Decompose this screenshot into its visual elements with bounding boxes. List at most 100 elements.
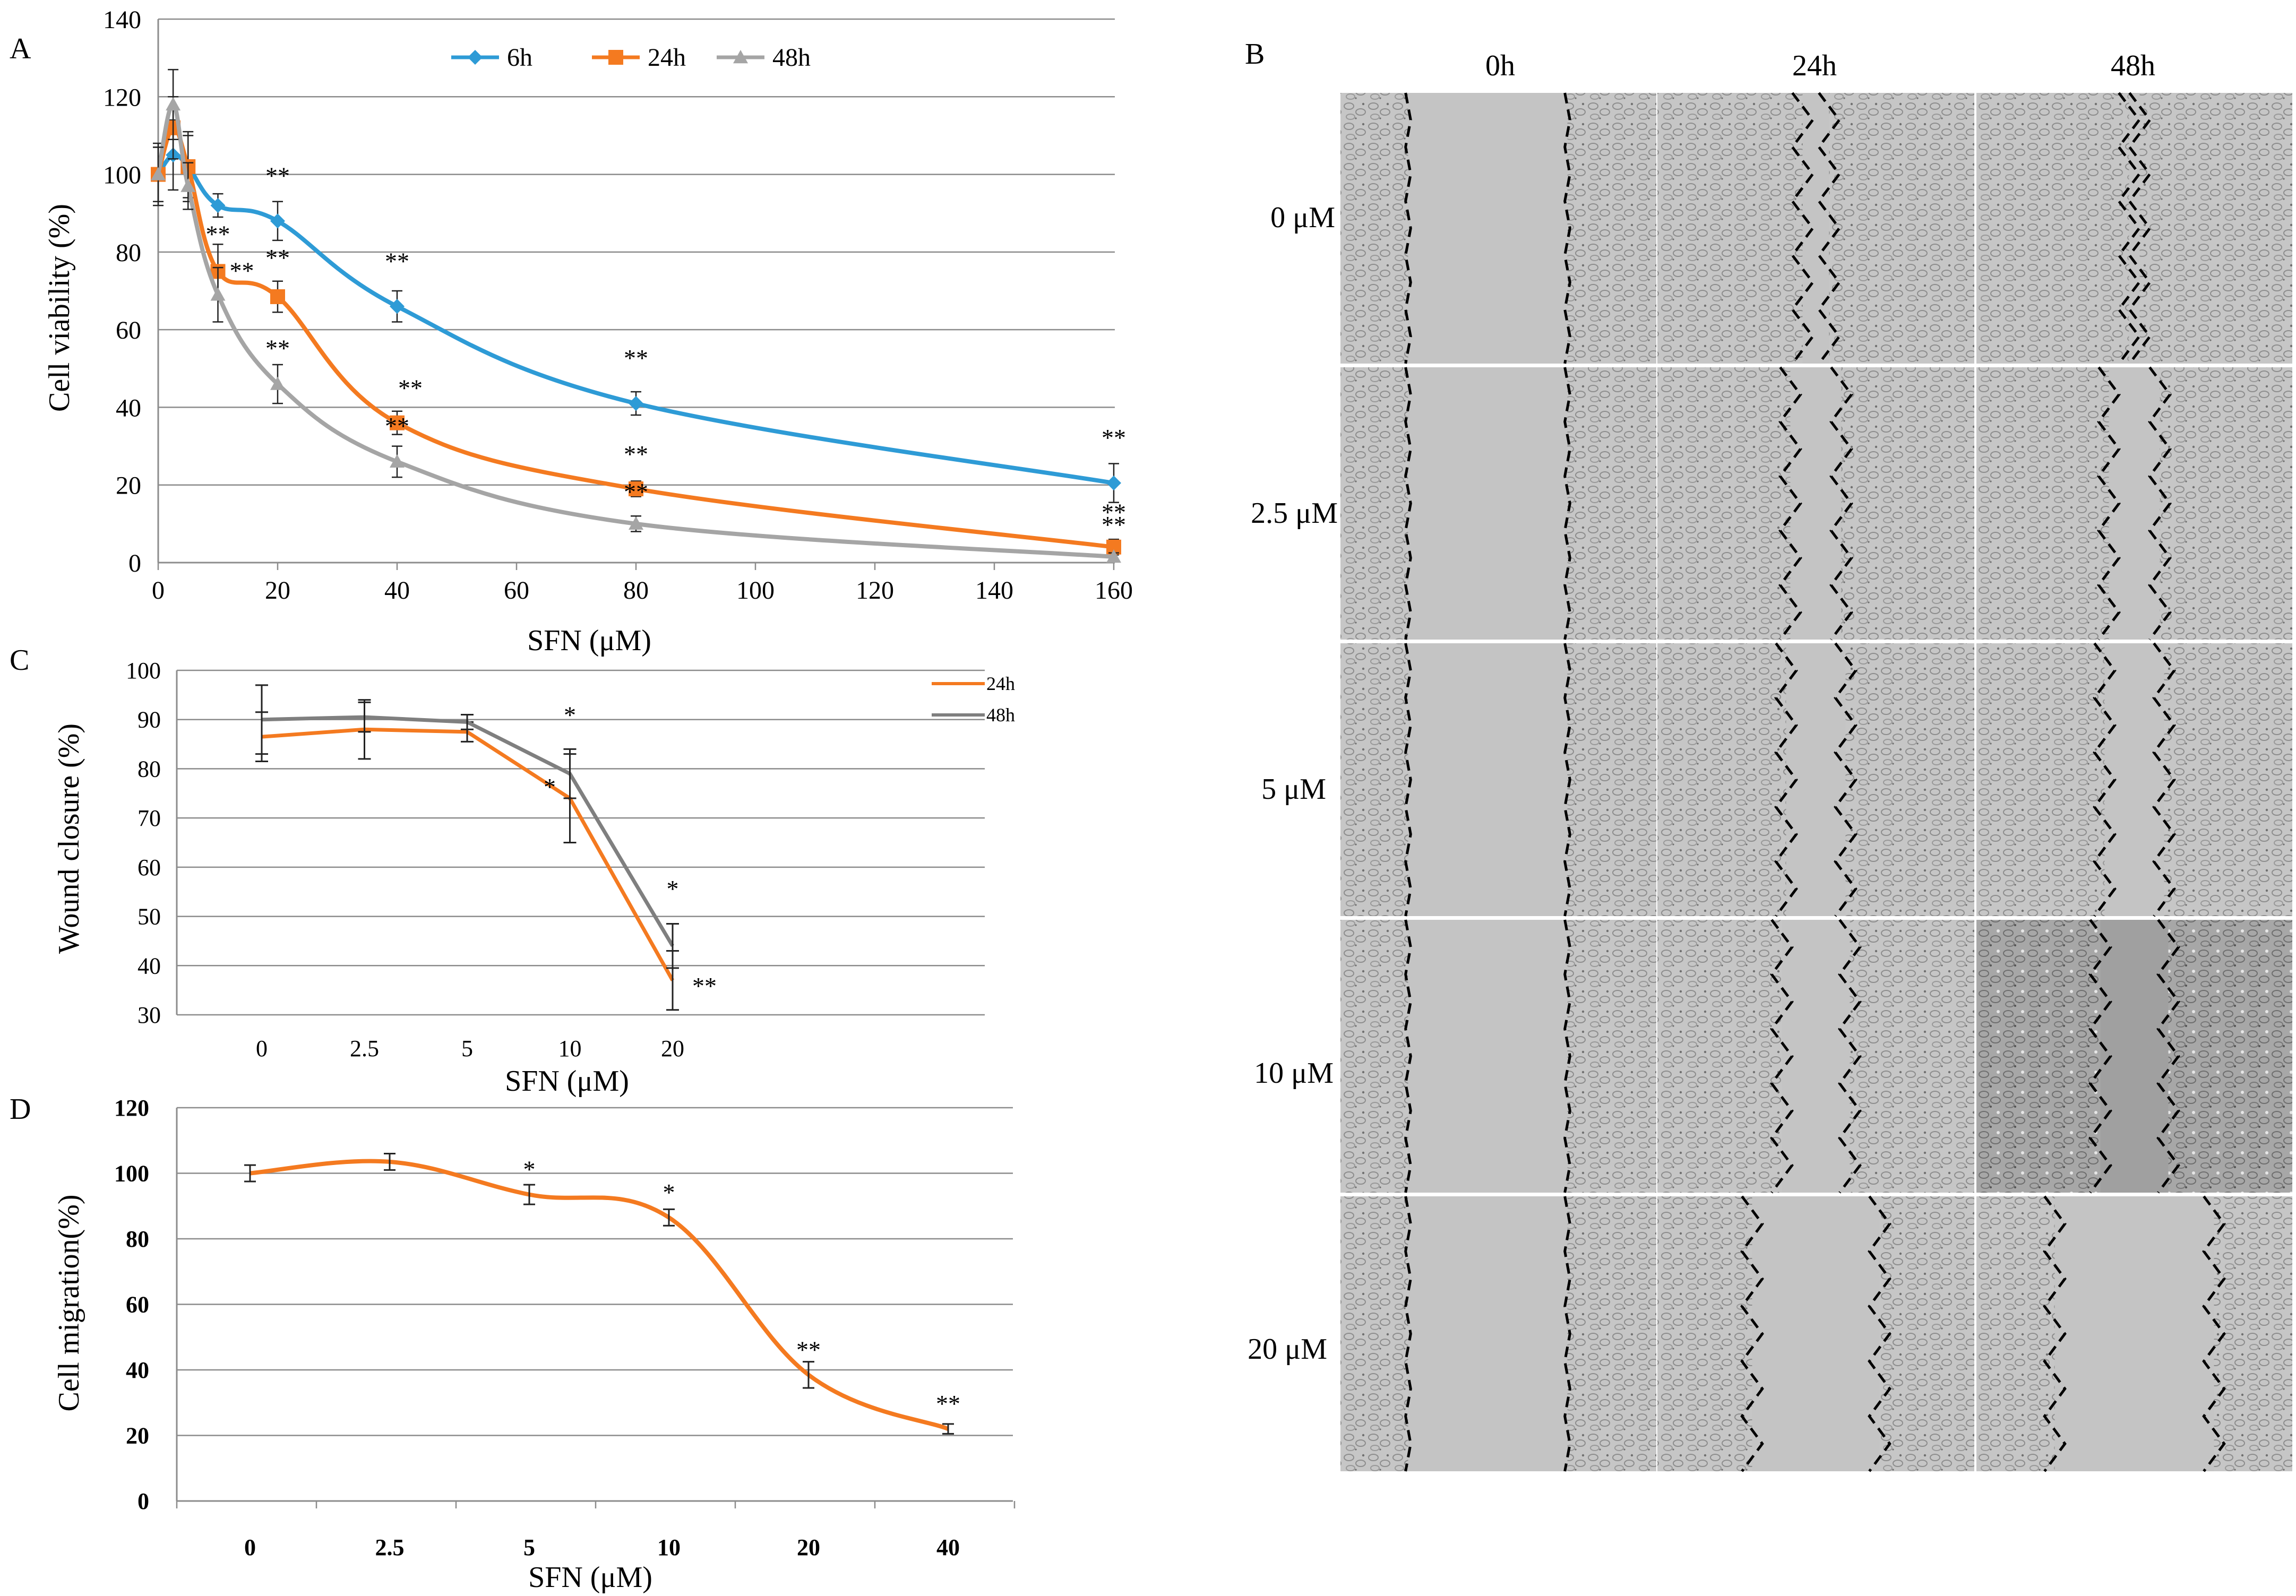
wound-y-tick-label: 70 [137,805,161,831]
migration-y-tick-label: 0 [137,1488,149,1514]
migration-y-axis-label: Cell migration(%) [53,1194,85,1411]
viability-y-axis-label: Cell viability (%) [43,204,76,412]
legend-marker-48h [733,50,748,64]
wound-edge-line [2128,92,2152,365]
migration-x-tick-label: 10 [657,1534,681,1560]
significance-label: ** [385,247,409,274]
viability-x-tick-label: 140 [975,576,1013,605]
wound-edge-line [1774,642,1798,917]
wound-x-axis-label: SFN (μM) [505,1065,629,1098]
wound-edge-line [1817,92,1841,365]
significance-label: * [564,702,576,729]
row-label-2-5uM: 2.5 μM [1251,497,1338,530]
wound-edge-line [1404,919,1412,1193]
viability-x-tick-label: 120 [856,576,894,605]
wound-edge-line [1838,919,1862,1194]
migration-y-tick-label: 120 [114,1095,149,1121]
migration-x-tick-label: 5 [523,1534,535,1560]
row-label-20uM: 20 μM [1248,1333,1327,1366]
wound-edge-line [1740,1195,1764,1472]
panel-label-d: D [10,1093,31,1126]
significance-label: * [544,773,556,800]
wound-edge-line [2097,366,2121,641]
wound-edge-line [2043,1195,2067,1472]
significance-label: ** [385,412,409,439]
significance-label: ** [1102,511,1126,538]
wound-edge-line [1778,366,1802,641]
wound-y-tick-label: 80 [137,756,161,782]
migration-gridlines [176,1107,1016,1508]
significance-label: * [523,1156,536,1183]
viability-x-tick-label: 80 [623,576,649,605]
migration-x-ticks: 0 2.5 5 10 20 40 [244,1534,960,1560]
data-point-24h [270,289,285,304]
wound-gap-area [2129,93,2140,364]
wound-edge-line [1770,919,1794,1194]
column-header-0h: 0h [1485,49,1515,82]
wound-edge-line [2152,642,2176,917]
panel-label-b: B [1245,38,1265,71]
data-point-6h [629,396,643,411]
legend-label-48h: 48h [772,44,811,72]
viability-legend: 6h 24h 48h [451,44,811,72]
data-point-6h [270,213,285,229]
viability-x-tick-label: 20 [265,576,290,605]
data-point-48h [210,287,226,301]
viability-y-tick-label: 140 [103,6,141,34]
column-header-24h: 24h [1792,49,1837,82]
data-point-6h [1106,476,1121,491]
migration-y-tick-label: 100 [114,1161,149,1187]
significance-label: ** [936,1390,960,1417]
migration-y-tick-label: 20 [126,1423,149,1449]
wound-y-tick-label: 40 [137,953,161,979]
wound-y-tick-label: 90 [137,707,161,733]
wound-y-ticks: 30 40 50 60 70 80 90 100 [126,658,161,1028]
viability-y-ticks: 0 20 40 60 80 100 120 140 [103,6,141,577]
row-label-10uM: 10 μM [1254,1057,1334,1090]
migration-x-tick-label: 2.5 [375,1534,405,1560]
wound-x-tick-label: 20 [661,1036,684,1062]
wound-gap-area [2054,1196,2214,1471]
significance-label: ** [265,244,290,271]
significance-label: ** [624,344,648,372]
significance-label: ** [265,162,290,189]
data-point-48h [629,516,643,530]
row-label-0uM: 0 μM [1270,201,1335,234]
wound-edge-line [1404,367,1412,640]
viability-x-tick-label: 160 [1095,576,1133,605]
significance-label: ** [265,335,290,362]
significance-label: ** [206,220,230,247]
wound-gap-area [1752,1196,1880,1471]
viability-y-tick-label: 0 [128,549,141,577]
significance-label: ** [1102,499,1126,526]
significance-label: ** [398,375,423,402]
wound-y-axis-label: Wound closure (%) [53,723,85,954]
wound-y-tick-label: 30 [137,1002,161,1028]
wound-gap-area [1802,93,1829,364]
wound-x-tick-label: 0 [256,1036,268,1062]
wound-y-tick-label: 50 [137,904,161,930]
wound-x-ticks: 0 2.5 5 10 20 [256,1036,684,1062]
wound-x-tick-label: 5 [461,1036,473,1062]
migration-x-axis-label: SFN (μM) [528,1561,652,1594]
migration-y-tick-label: 40 [126,1357,149,1383]
significance-label: ** [692,972,717,999]
migration-y-tick-label: 60 [126,1292,149,1318]
viability-x-tick-label: 40 [384,576,410,605]
data-point-6h [390,299,405,314]
migration-y-ticks: 0 20 40 60 80 100 120 [114,1095,149,1514]
viability-y-tick-label: 20 [116,472,141,500]
viability-chart: A 0 20 40 60 80 100 120 140 0 20 40 60 80 100 120 140 1… [10,6,1133,657]
data-point-48h [151,167,166,180]
wound-edge-line [1563,92,1571,364]
viability-y-tick-label: 80 [116,239,141,267]
legend-marker-6h [468,50,483,65]
wound-edge-line [1868,1195,1891,1472]
row-label-5uM: 5 μM [1261,773,1326,806]
data-point-48h [270,376,285,390]
legend-label-24h: 24h [986,673,1015,694]
wound-gap-area [1408,643,1568,916]
migration-x-tick-label: 0 [244,1534,256,1560]
